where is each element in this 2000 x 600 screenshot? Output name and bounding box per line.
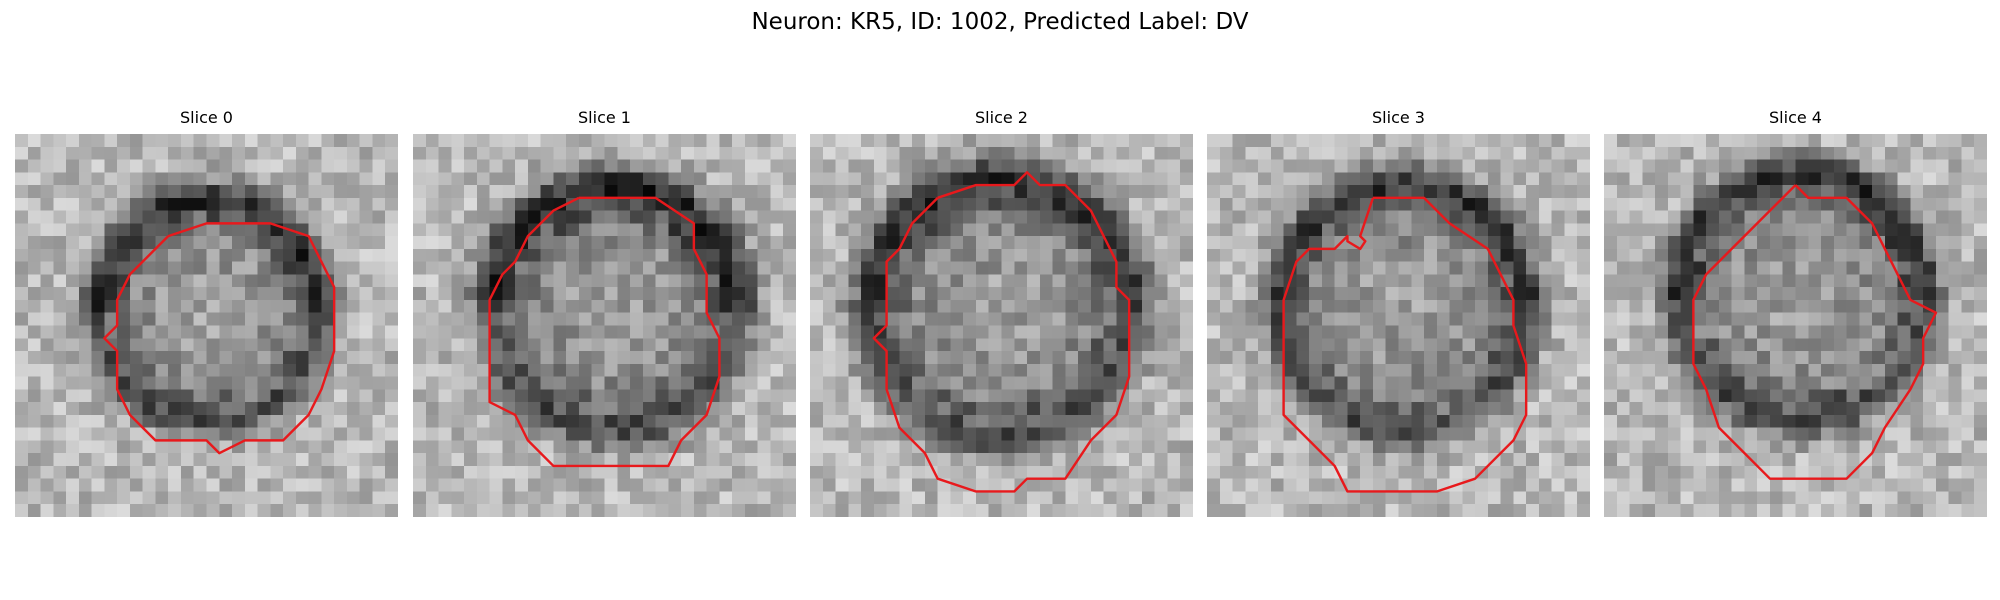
segmentation-contour-4 xyxy=(1692,184,1938,480)
segmentation-contour-0 xyxy=(103,222,336,455)
slice-pixel-grid-4 xyxy=(1604,134,1987,517)
slice-title-3: Slice 3 xyxy=(1372,108,1425,127)
slice-panel-1: Slice 1 xyxy=(413,104,796,517)
slice-image-3 xyxy=(1207,134,1590,517)
slice-image-2 xyxy=(810,134,1193,517)
figure-title: Neuron: KR5, ID: 1002, Predicted Label: … xyxy=(751,9,1249,35)
slice-image-4 xyxy=(1604,134,1987,517)
slice-pixel-grid-1 xyxy=(413,134,796,517)
slice-panel-0: Slice 0 xyxy=(15,104,398,517)
segmentation-contour-1 xyxy=(488,196,721,468)
slice-panel-4: Slice 4 xyxy=(1604,104,1987,517)
slice-title-0: Slice 0 xyxy=(180,108,233,127)
segmentation-contour-3 xyxy=(1282,196,1528,493)
slice-image-1 xyxy=(413,134,796,517)
slice-pixel-grid-0 xyxy=(15,134,398,517)
slice-panel-2: Slice 2 xyxy=(810,104,1193,517)
slice-panel-3: Slice 3 xyxy=(1207,104,1590,517)
slice-title-2: Slice 2 xyxy=(975,108,1028,127)
segmentation-contour-2 xyxy=(872,171,1131,493)
slice-pixel-grid-3 xyxy=(1207,134,1590,517)
slice-image-0 xyxy=(15,134,398,517)
slice-title-4: Slice 4 xyxy=(1769,108,1822,127)
slice-pixel-grid-2 xyxy=(810,134,1193,517)
slice-title-1: Slice 1 xyxy=(578,108,631,127)
